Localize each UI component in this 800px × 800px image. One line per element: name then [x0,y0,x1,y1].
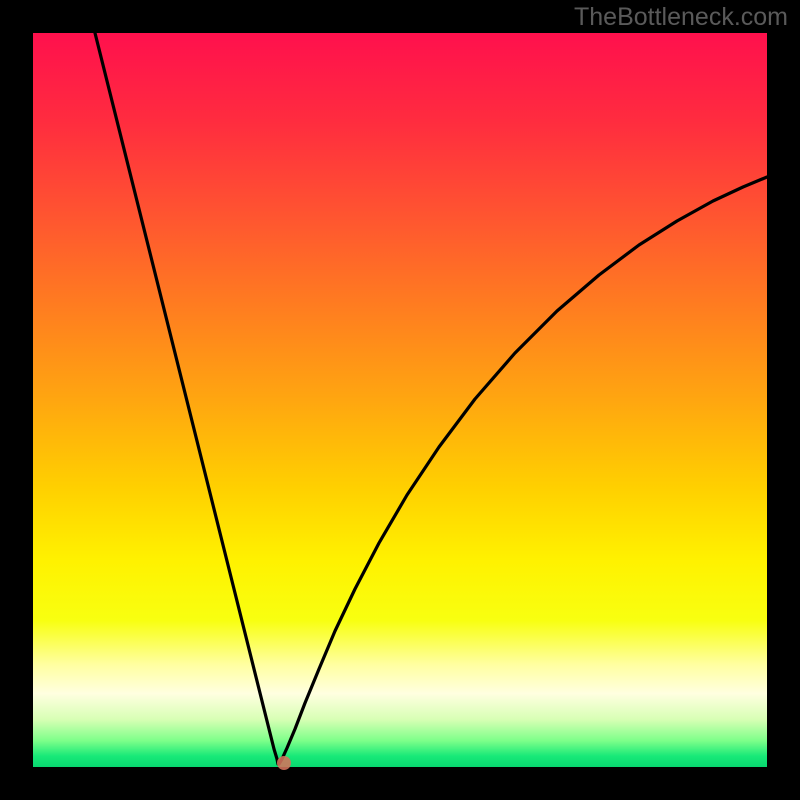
optimal-point-marker [277,756,291,770]
plot-area [33,33,767,767]
watermark-label: TheBottleneck.com [574,3,788,32]
chart-frame: TheBottleneck.com [0,0,800,800]
bottleneck-curve [33,33,767,767]
